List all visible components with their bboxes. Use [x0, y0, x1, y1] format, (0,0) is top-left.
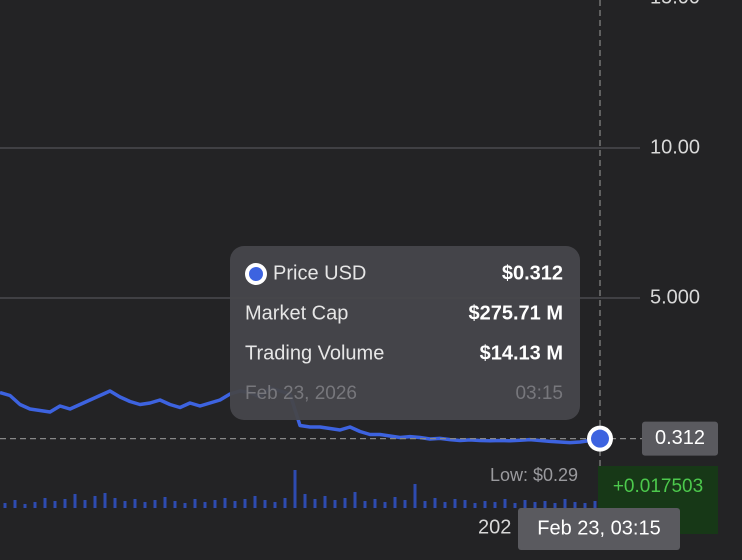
volume-bar — [433, 498, 437, 508]
volume-bar — [343, 498, 347, 508]
volume-bar — [113, 498, 117, 508]
tooltip-value: $14.13 M — [480, 342, 563, 364]
volume-bar — [63, 499, 67, 508]
volume-bar — [123, 501, 127, 508]
volume-bar — [333, 500, 337, 508]
volume-bar — [553, 503, 557, 508]
tooltip-date: Feb 23, 2026 — [245, 383, 357, 404]
volume-bar — [463, 500, 467, 508]
volume-bar — [353, 492, 357, 508]
volume-bar — [323, 496, 327, 508]
change-label: +0.017503 — [613, 476, 703, 497]
volume-bar — [363, 501, 367, 508]
volume-bar — [293, 470, 297, 508]
volume-bar — [473, 503, 477, 508]
volume-bar — [93, 496, 97, 508]
volume-bar — [263, 500, 267, 508]
tooltip-value: $275.71 M — [468, 302, 563, 324]
volume-bar — [543, 501, 547, 508]
volume-bar — [163, 497, 167, 508]
tooltip-value: $0.312 — [502, 262, 563, 284]
volume-bar — [103, 493, 107, 508]
tooltip-label: Price USD — [273, 262, 366, 284]
price-line — [0, 386, 601, 445]
volume-bar — [3, 503, 7, 508]
crosshair-tag-label: Feb 23, 03:15 — [537, 517, 660, 539]
legend-dot-inner — [249, 267, 263, 281]
price-tag — [642, 421, 718, 456]
y-tick-label: 10.00 — [650, 136, 700, 158]
volume-bar — [193, 499, 197, 508]
volume-bar — [133, 499, 137, 508]
volume-bar — [73, 494, 77, 508]
y-tick-label: 15.00 — [650, 0, 700, 8]
volume-bar — [423, 501, 427, 508]
tooltip-label: Market Cap — [245, 302, 348, 324]
tooltip-label: Trading Volume — [245, 342, 384, 364]
volume-bar — [523, 500, 527, 508]
volume-bar — [533, 502, 537, 508]
volume-bar — [573, 502, 577, 508]
volume-bar — [403, 500, 407, 508]
volume-bar — [513, 503, 517, 508]
volume-bar — [383, 502, 387, 508]
volume-bar — [243, 499, 247, 508]
volume-bar — [213, 500, 217, 508]
volume-bar — [303, 494, 307, 508]
volume-bar — [493, 502, 497, 508]
volume-bar — [43, 498, 47, 508]
volume-bar — [313, 499, 317, 508]
volume-bar — [153, 500, 157, 508]
volume-bar — [593, 501, 597, 508]
volume-bar — [13, 500, 17, 508]
volume-bar — [233, 501, 237, 508]
volume-bar — [203, 502, 207, 508]
volume-bar — [223, 498, 227, 508]
y-tick-label: 5.000 — [650, 286, 700, 308]
volume-bar — [183, 503, 187, 508]
volume-bar — [83, 500, 87, 508]
cursor-marker-inner — [591, 429, 609, 448]
crosshair-tag — [518, 508, 680, 550]
volume-bar — [33, 502, 37, 508]
volume-bar — [53, 501, 57, 508]
price-tag-label: 0.312 — [655, 427, 705, 449]
volume-bar — [373, 499, 377, 508]
volume-bar — [413, 484, 417, 508]
volume-bar — [23, 504, 27, 508]
low-label: Low: $0.29 — [490, 465, 578, 485]
volume-bar — [143, 502, 147, 508]
tooltip: Price USD $0.312 Market Cap $275.71 M Tr… — [230, 246, 580, 420]
volume-bar — [563, 499, 567, 508]
volume-bar — [253, 496, 257, 508]
volume-bar — [273, 502, 277, 508]
volume-bar — [443, 502, 447, 508]
volume-bar — [483, 501, 487, 508]
volume-bar — [393, 497, 397, 508]
x-label: 202 — [478, 516, 511, 538]
volume-bar — [173, 501, 177, 508]
volume-bar — [583, 503, 587, 508]
volume-bar — [503, 499, 507, 508]
volume-bar — [453, 499, 457, 508]
tooltip-time: 03:15 — [515, 383, 563, 404]
volume-bar — [283, 498, 287, 508]
tooltip-box — [230, 246, 580, 420]
